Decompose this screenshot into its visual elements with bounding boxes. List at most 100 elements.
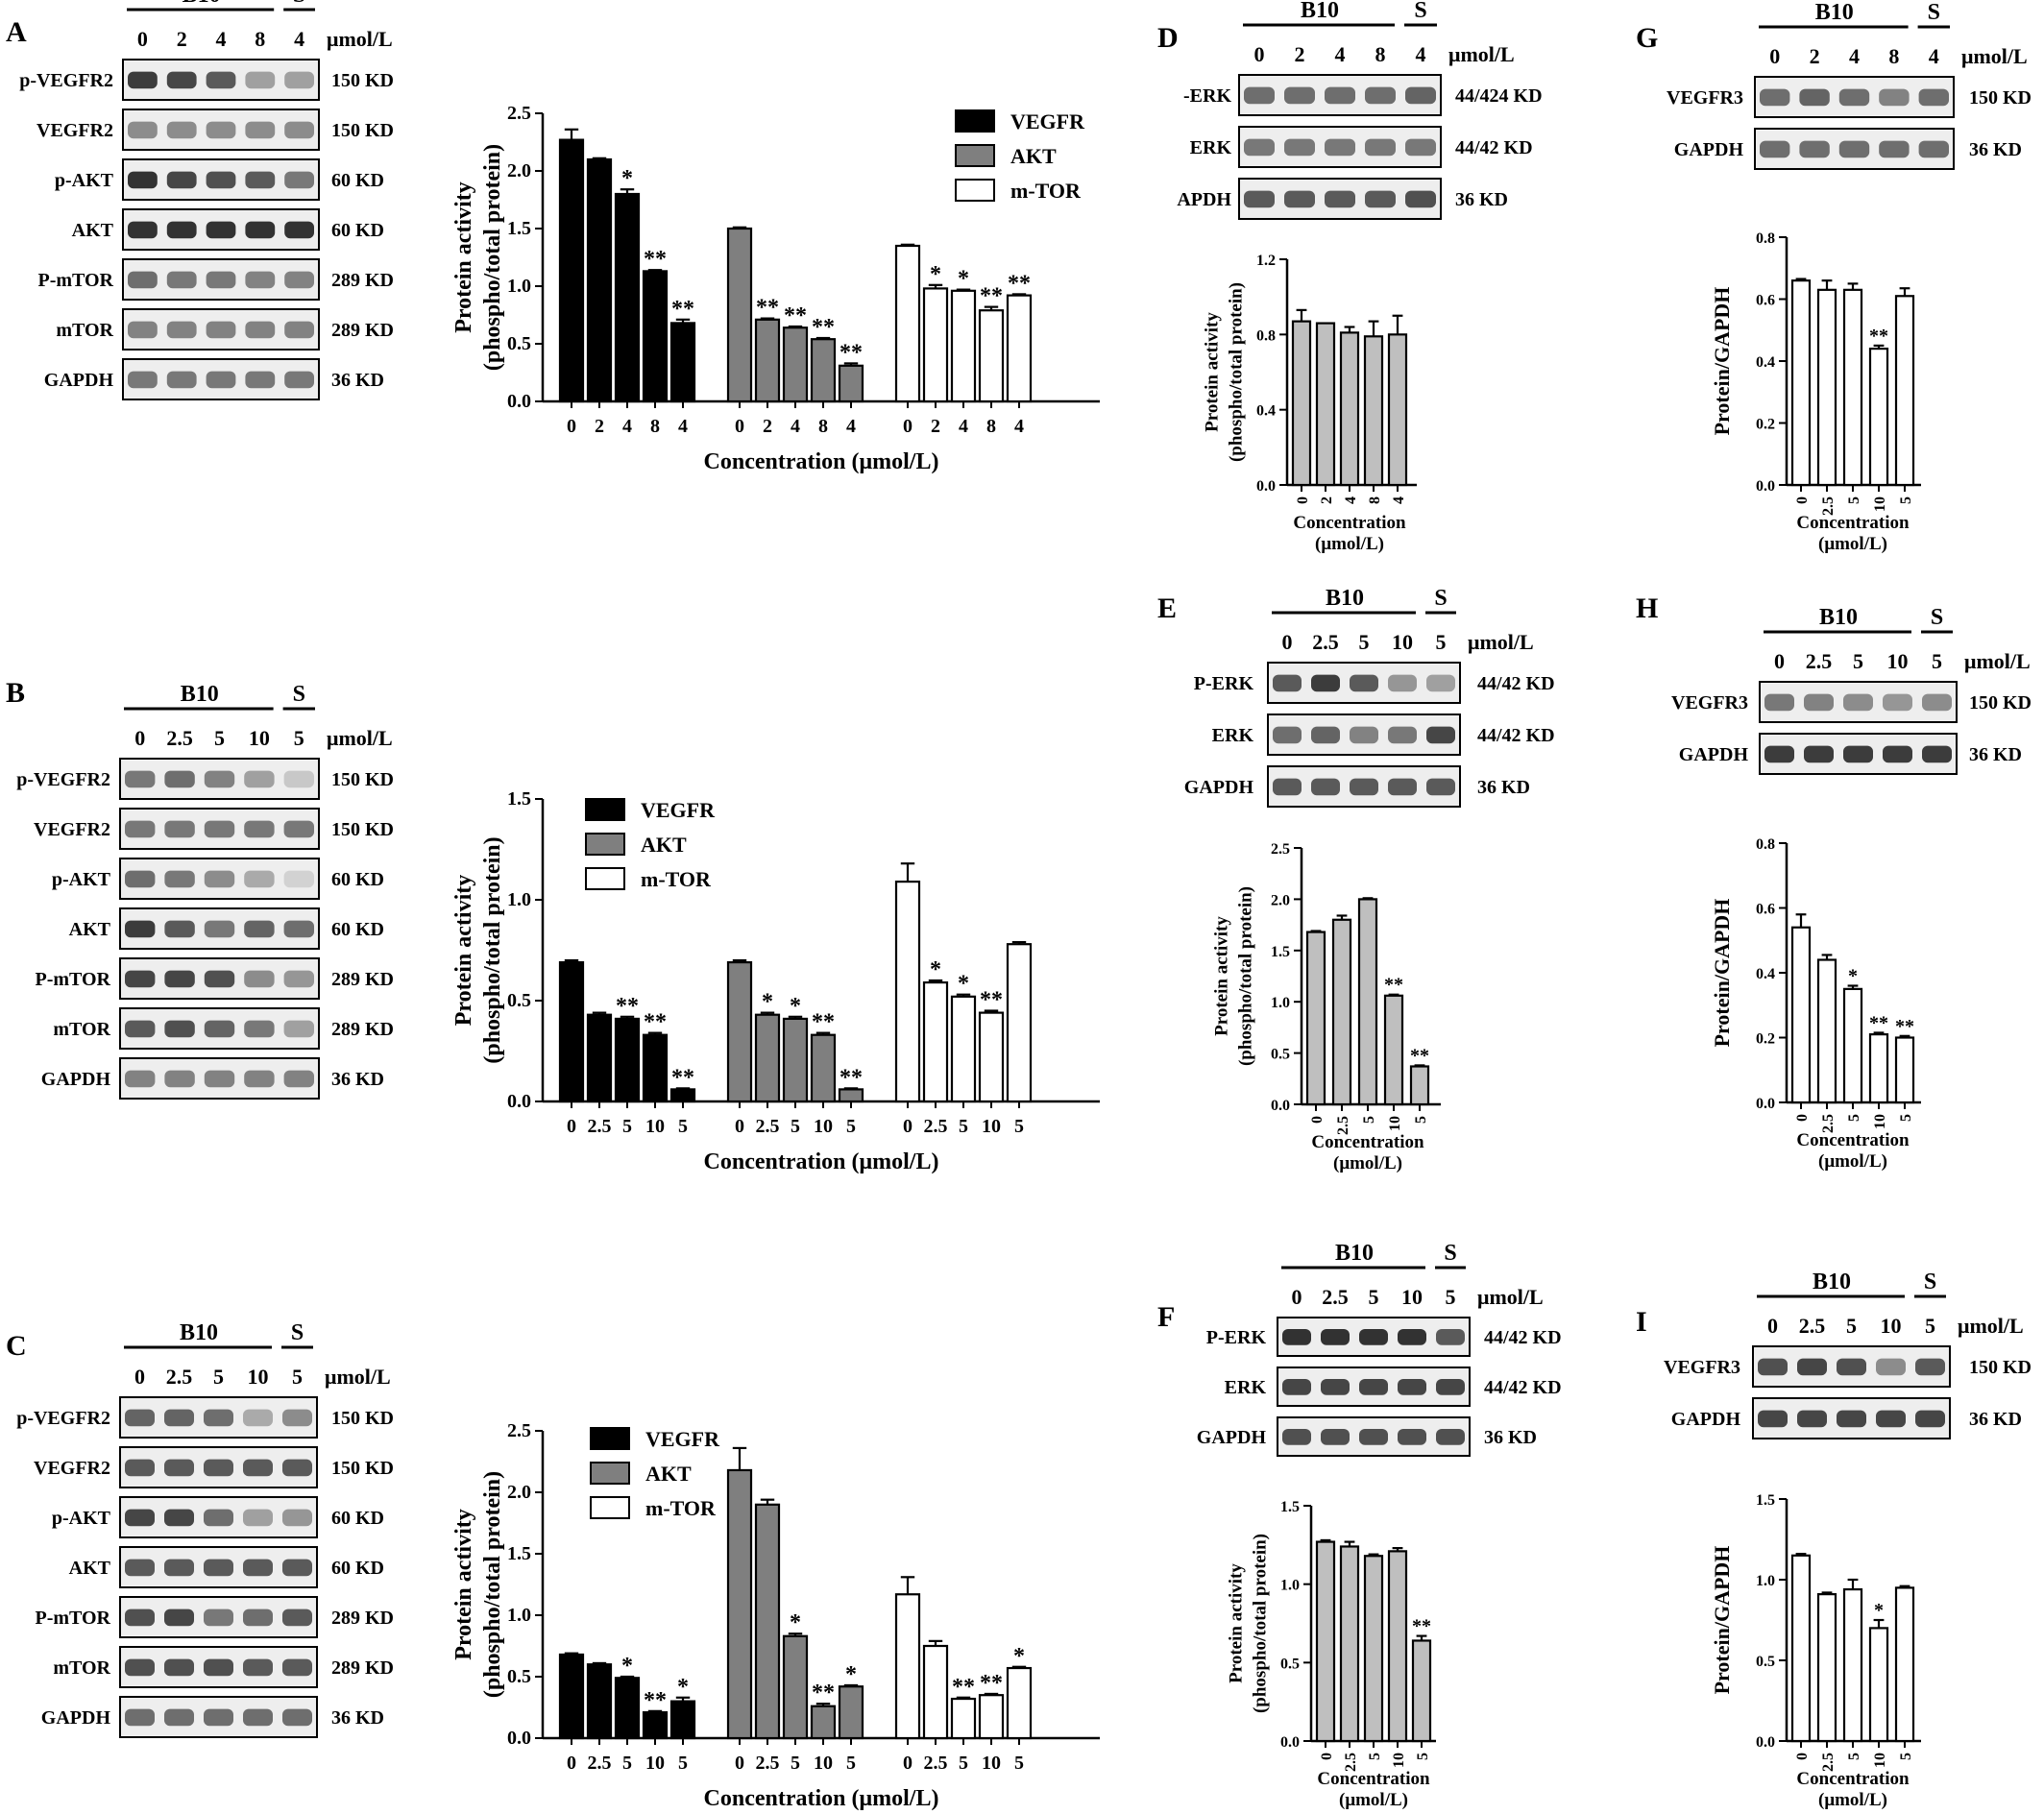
blot-band — [1797, 1358, 1827, 1376]
bar — [726, 960, 753, 1103]
protein-label: mTOR — [53, 1657, 110, 1679]
bar — [978, 1694, 1005, 1740]
blot-band — [1284, 86, 1315, 105]
y-axis-label: (phospho/total protein) — [480, 1471, 505, 1698]
y-axis-label: Protein activity — [1227, 1563, 1247, 1683]
significance-marker: ** — [671, 297, 694, 322]
group-label: B10 — [1335, 1241, 1374, 1266]
blot-band — [1311, 778, 1340, 796]
x-tick-label: 5 — [959, 1116, 968, 1137]
bar — [782, 1634, 809, 1740]
x-tick-label: 5 — [1898, 496, 1914, 504]
blot-band — [245, 321, 276, 339]
panel-letter-A: A — [6, 16, 27, 48]
blot-band — [164, 1020, 195, 1038]
blot-band — [1244, 86, 1275, 105]
blot-band — [1918, 140, 1949, 158]
bar — [1331, 918, 1352, 1106]
bar — [810, 338, 837, 403]
lane-concentration-label: 2 — [177, 27, 187, 51]
x-tick-label: 5 — [791, 1116, 800, 1137]
blot-band — [125, 1559, 155, 1577]
bar — [978, 309, 1005, 403]
blot-band — [1365, 138, 1396, 157]
lane-concentration-label: 5 — [214, 726, 225, 750]
y-axis-label: Protein activity — [451, 1509, 476, 1660]
y-tick-label: 0.0 — [507, 1091, 531, 1112]
lane-concentration-label: 4 — [216, 27, 227, 51]
blot-band — [283, 820, 314, 838]
blot-band — [1838, 88, 1870, 107]
x-tick-label: 0 — [903, 416, 912, 437]
western-blot-C: B10 S 0 2.5 5 10 5 μmol/L p-VEGFR2 150 KD VEGFR2 15… — [16, 1320, 394, 1738]
x-tick-label: 5 — [622, 1753, 632, 1774]
blot-band — [1915, 1358, 1945, 1376]
group-label: B10 — [1819, 605, 1858, 630]
blot-band — [1760, 88, 1790, 107]
y-tick-label: 2.5 — [1271, 841, 1290, 858]
y-axis-label: Protein/GAPDH — [1710, 1546, 1734, 1695]
y-tick-label: 0.5 — [1271, 1047, 1290, 1063]
significance-marker: * — [1013, 1644, 1025, 1669]
x-tick-label: 10 — [1872, 496, 1888, 512]
significance-marker: * — [958, 267, 969, 292]
significance-marker: * — [1874, 1600, 1884, 1621]
bar-chart-E: 0.0 0.5 1.0 1.5 2.0 2.5 Protein activity (phosp… — [1212, 841, 1441, 1173]
x-tick-label: 5 — [1846, 496, 1862, 504]
x-tick-label: 2.5 — [588, 1753, 612, 1774]
significance-marker: ** — [1869, 1012, 1888, 1033]
y-tick-label: 0.4 — [1256, 403, 1276, 420]
y-tick-label: 0.5 — [507, 990, 531, 1011]
legend-swatch — [955, 144, 995, 167]
blot-band — [1282, 1329, 1311, 1345]
y-axis-label: (phospho/total protein) — [480, 144, 505, 371]
legend-label: AKT — [645, 1462, 692, 1486]
western-blot-A: B10 S 0 2 4 8 4 μmol/L p-VEGFR2 150 KD VEGFR2 150 K… — [19, 0, 394, 400]
lane-concentration-label: 5 — [1853, 649, 1863, 673]
lane-concentration-label: 2.5 — [1312, 630, 1339, 654]
panel-letter-F: F — [1157, 1301, 1175, 1333]
blot-band — [243, 1459, 273, 1477]
molecular-weight-label: 289 KD — [331, 1019, 394, 1040]
y-tick-label: 1.0 — [1280, 1578, 1300, 1594]
blot-band — [1398, 1379, 1426, 1395]
legend-label: m-TOR — [1010, 179, 1082, 203]
blot-band — [204, 820, 235, 838]
significance-marker: ** — [644, 1688, 667, 1713]
protein-label: VEGFR2 — [34, 819, 110, 840]
x-axis-label: Concentration — [1796, 1130, 1910, 1150]
bar — [810, 1705, 837, 1740]
blot-band — [243, 1509, 273, 1527]
protein-label: VEGFR3 — [1667, 87, 1743, 109]
blot-band — [206, 171, 236, 189]
bar-chart-B: 0.0 0.5 1.0 1.5 Protein activity (phospho/tot… — [451, 788, 1100, 1174]
lane-concentration-label: 5 — [294, 726, 304, 750]
protein-label: APDH — [1177, 189, 1231, 210]
x-tick-label: 0 — [1319, 1753, 1335, 1760]
x-axis-label: Concentration — [1796, 513, 1910, 533]
bar-chart-G: 0.0 0.2 0.4 0.6 0.8 Protein/GAPDH 0 2.5 5 ** 10 5 Co… — [1710, 230, 1921, 554]
x-tick-label: 2.5 — [1335, 1116, 1351, 1135]
lane-concentration-label: 10 — [1392, 630, 1413, 654]
bar — [558, 138, 585, 403]
y-axis-label: Protein activity — [1203, 312, 1223, 432]
western-blot-E: B10 S 0 2.5 5 10 5 μmol/L P-ERK 44/42 KD ERK 44/42 … — [1184, 586, 1555, 808]
x-axis-label: Concentration — [1293, 513, 1406, 533]
x-tick-label: 2 — [595, 416, 604, 437]
x-tick-label: 0 — [567, 1116, 576, 1137]
bar — [950, 995, 977, 1103]
x-tick-label: 4 — [959, 416, 968, 437]
blot-band — [125, 1070, 156, 1088]
units-label: μmol/L — [1961, 44, 2028, 68]
y-tick-label: 0.8 — [1756, 230, 1775, 247]
blot-band — [1359, 1379, 1388, 1395]
blot-band — [1799, 88, 1830, 107]
blot-band — [1879, 88, 1910, 107]
blot-band — [1804, 693, 1834, 712]
molecular-weight-label: 44/42 KD — [1477, 725, 1555, 746]
protein-label: VEGFR3 — [1671, 692, 1748, 714]
blot-band — [282, 1708, 312, 1727]
blot-band — [243, 1708, 273, 1727]
significance-marker: * — [845, 1662, 857, 1687]
control-label: S — [293, 682, 305, 707]
